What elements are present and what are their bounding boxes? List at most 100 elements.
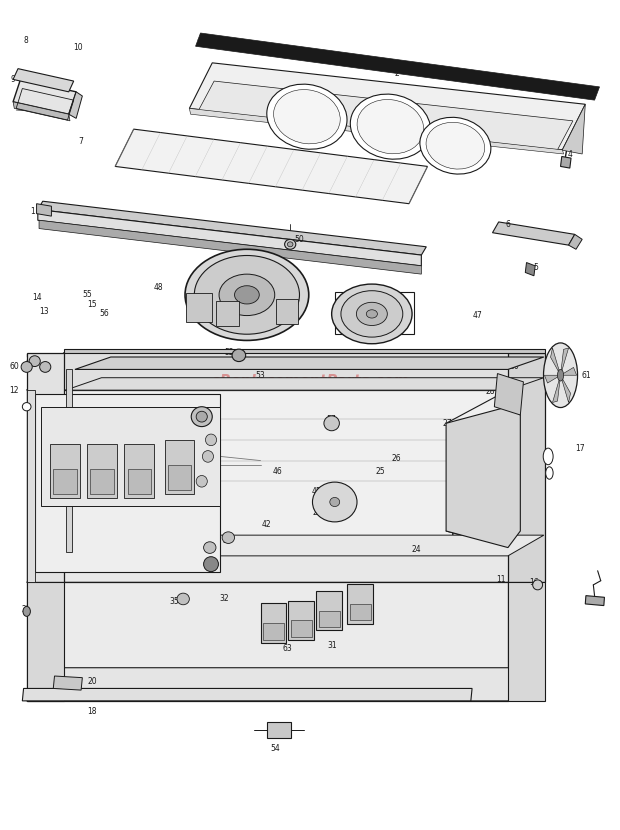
Text: 7: 7 (79, 137, 84, 146)
Polygon shape (35, 394, 220, 573)
Bar (291, 621, 312, 637)
Bar (128, 469, 151, 494)
Text: 19: 19 (64, 684, 74, 693)
Text: 42: 42 (262, 520, 272, 529)
Ellipse shape (543, 448, 553, 465)
Polygon shape (27, 353, 64, 583)
Polygon shape (267, 721, 291, 738)
Polygon shape (69, 92, 82, 119)
Text: 50: 50 (294, 235, 304, 244)
Text: 15: 15 (87, 300, 97, 310)
Text: 32: 32 (220, 594, 229, 603)
Text: 47: 47 (472, 311, 482, 320)
Bar (165, 440, 194, 494)
Text: 63: 63 (283, 644, 293, 653)
Ellipse shape (420, 117, 491, 174)
Text: 58: 58 (25, 354, 35, 364)
Polygon shape (508, 353, 545, 583)
Polygon shape (544, 375, 560, 383)
Ellipse shape (324, 416, 339, 431)
Text: 54: 54 (270, 744, 280, 753)
Polygon shape (195, 33, 600, 100)
Polygon shape (64, 349, 545, 353)
Polygon shape (13, 80, 76, 115)
Text: 61: 61 (581, 371, 591, 380)
Bar (263, 623, 284, 640)
Text: 60: 60 (9, 363, 19, 372)
Polygon shape (27, 583, 64, 701)
Ellipse shape (341, 290, 403, 337)
Ellipse shape (203, 557, 218, 572)
Text: 48: 48 (154, 283, 163, 292)
Ellipse shape (205, 434, 216, 446)
Polygon shape (64, 535, 544, 556)
Ellipse shape (21, 362, 32, 373)
Polygon shape (115, 129, 428, 203)
Polygon shape (27, 667, 545, 701)
Text: 5: 5 (533, 263, 538, 272)
Bar (350, 604, 371, 621)
Polygon shape (189, 109, 564, 154)
Text: 27: 27 (443, 419, 452, 427)
Text: 18: 18 (118, 482, 128, 491)
Polygon shape (560, 105, 585, 154)
Bar (91, 469, 114, 494)
Ellipse shape (219, 274, 275, 315)
Bar (260, 603, 286, 643)
Text: 36: 36 (194, 561, 203, 570)
Polygon shape (13, 69, 74, 92)
Ellipse shape (194, 256, 299, 334)
Bar (186, 293, 212, 322)
Ellipse shape (22, 403, 31, 411)
Text: 40: 40 (69, 478, 79, 487)
Polygon shape (27, 583, 508, 701)
Polygon shape (585, 596, 604, 606)
Ellipse shape (273, 90, 340, 144)
Polygon shape (552, 375, 560, 403)
Ellipse shape (312, 482, 357, 522)
Ellipse shape (191, 407, 212, 427)
Polygon shape (53, 676, 82, 690)
Text: 26: 26 (392, 453, 401, 462)
Ellipse shape (366, 310, 378, 318)
Text: 55: 55 (82, 290, 92, 300)
Polygon shape (37, 203, 51, 216)
Polygon shape (189, 63, 585, 150)
Text: 13: 13 (39, 307, 49, 316)
Polygon shape (38, 201, 427, 255)
Text: 29: 29 (547, 390, 557, 398)
Text: 4: 4 (567, 150, 572, 159)
Text: 41: 41 (158, 464, 167, 473)
Ellipse shape (29, 356, 40, 367)
Text: 33: 33 (350, 613, 360, 622)
Polygon shape (508, 583, 545, 701)
Text: 37: 37 (205, 548, 215, 557)
Bar (216, 300, 239, 325)
Polygon shape (39, 220, 422, 274)
Polygon shape (66, 369, 72, 552)
Polygon shape (198, 81, 573, 150)
Text: 14: 14 (32, 293, 42, 302)
Text: 24: 24 (412, 544, 421, 554)
Ellipse shape (267, 84, 347, 149)
Polygon shape (525, 262, 535, 276)
Text: 3: 3 (221, 39, 226, 48)
Bar (53, 469, 77, 494)
Text: 43: 43 (192, 409, 201, 417)
Ellipse shape (185, 249, 309, 340)
Polygon shape (560, 375, 570, 403)
Polygon shape (560, 348, 569, 375)
Ellipse shape (285, 239, 296, 249)
Polygon shape (560, 157, 571, 168)
Ellipse shape (350, 94, 430, 159)
Ellipse shape (232, 349, 246, 362)
Polygon shape (41, 407, 220, 506)
Bar (50, 444, 80, 498)
Text: 31: 31 (327, 641, 337, 650)
Bar (288, 601, 314, 641)
Ellipse shape (222, 532, 234, 544)
Text: 59: 59 (39, 367, 49, 376)
Text: 57: 57 (327, 416, 337, 424)
Polygon shape (22, 688, 472, 701)
Ellipse shape (196, 412, 207, 422)
